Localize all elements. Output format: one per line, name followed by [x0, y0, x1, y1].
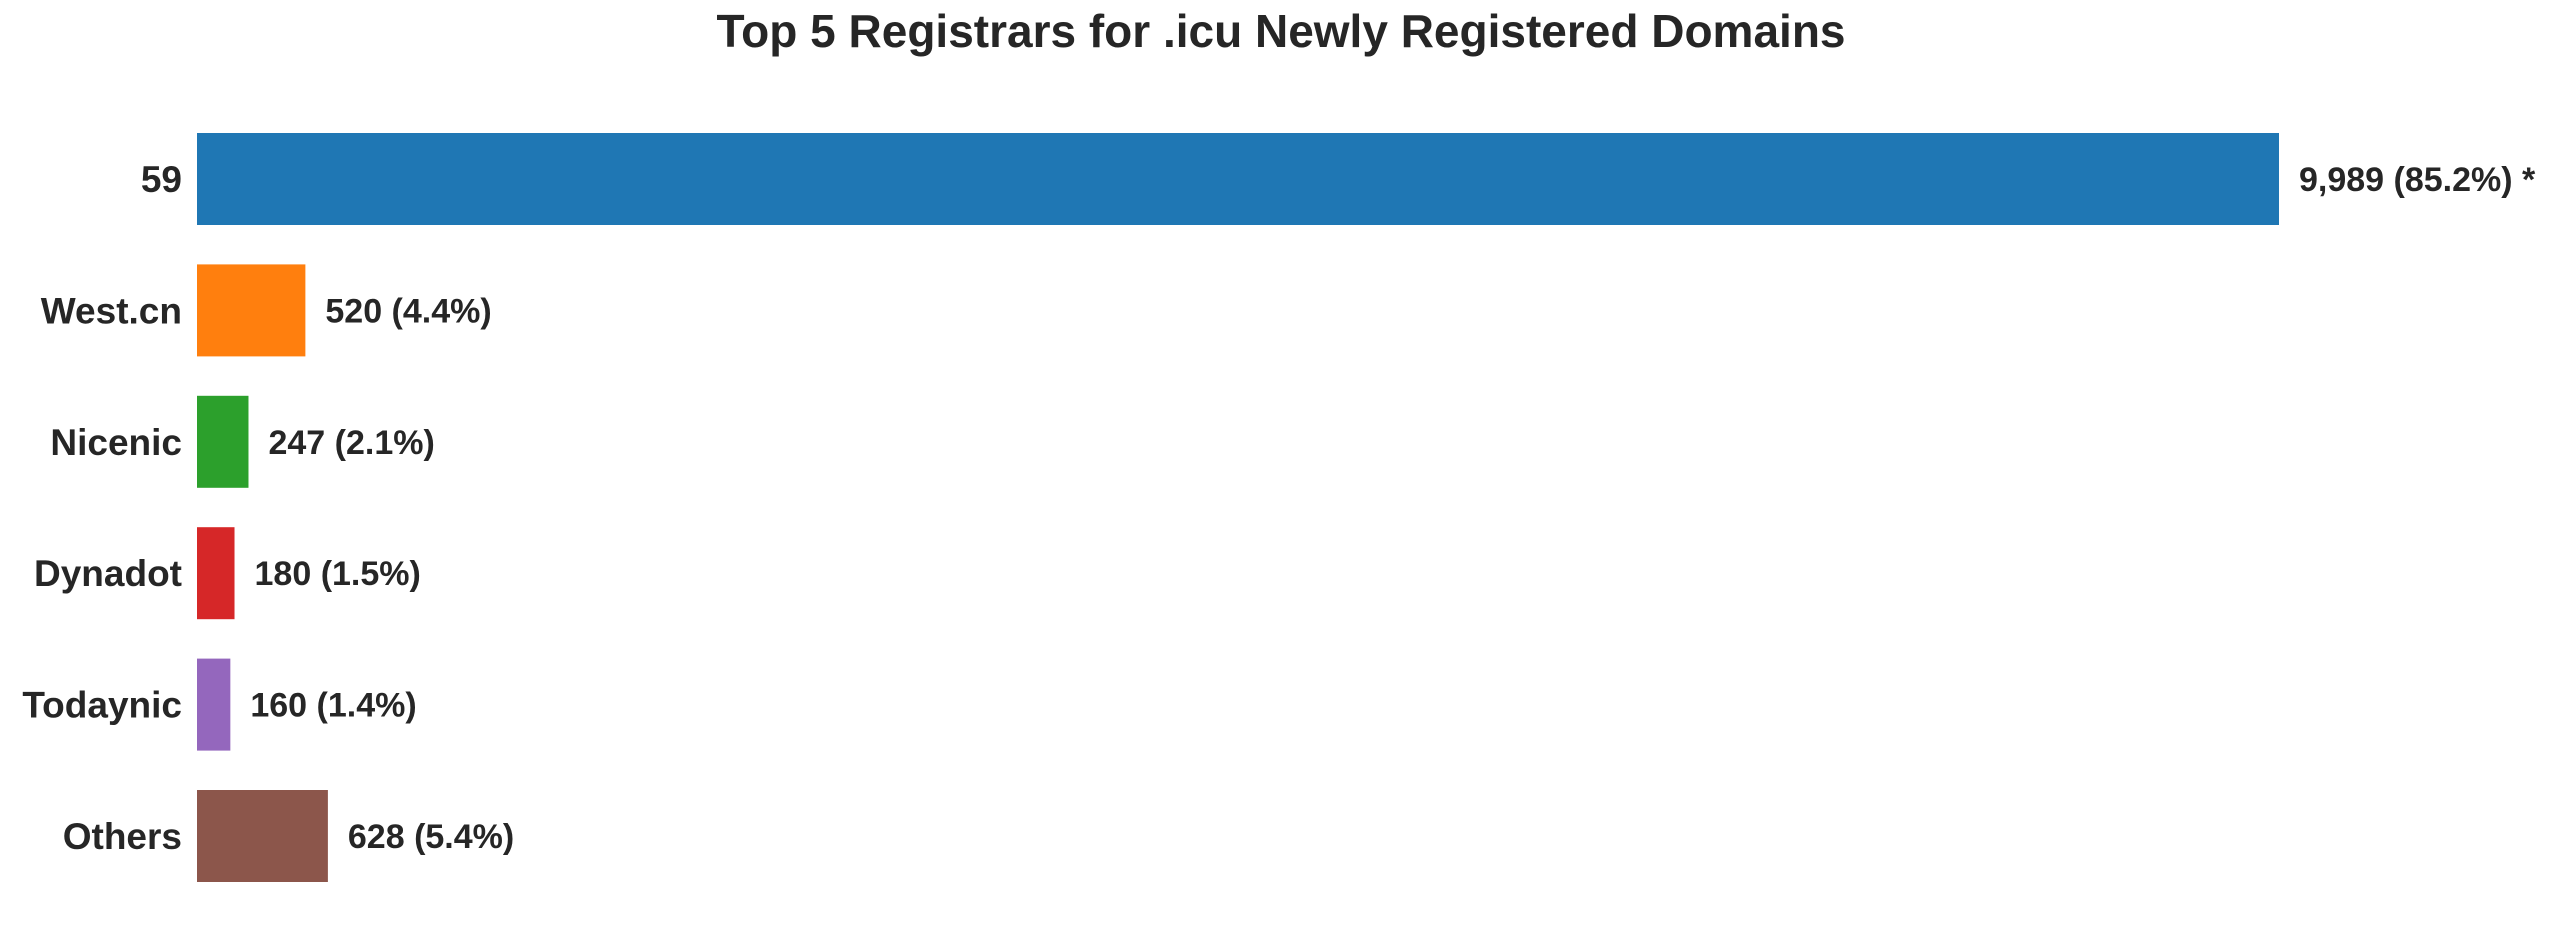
value-label-nicenic: 247 (2.1%) [268, 424, 434, 462]
bar-59 [197, 133, 2279, 225]
value-label-others: 628 (5.4%) [348, 818, 514, 856]
value-label-dynadot: 180 (1.5%) [255, 555, 421, 593]
bar-west-cn [197, 264, 306, 357]
chart-title: Top 5 Registrars for .icu Newly Register… [717, 5, 1846, 57]
category-label-59: 59 [141, 159, 182, 200]
bars-group: 59 9,989 (85.2%) * West.cn 520 (4.4%) Niceni… [22, 133, 2536, 882]
category-label-todaynic: Todaynic [22, 685, 182, 726]
category-label-others: Others [63, 816, 182, 857]
category-label-dynadot: Dynadot [34, 553, 182, 594]
value-label-59: 9,989 (85.2%) * [2299, 161, 2536, 199]
bar-others [197, 790, 328, 882]
value-label-todaynic: 160 (1.4%) [250, 687, 416, 725]
bar-todaynic [197, 658, 231, 751]
bar-nicenic [197, 395, 249, 488]
category-label-nicenic: Nicenic [50, 422, 182, 463]
category-label-west-cn: West.cn [41, 290, 182, 331]
value-label-west-cn: 520 (4.4%) [325, 292, 491, 330]
bar-dynadot [197, 527, 235, 620]
